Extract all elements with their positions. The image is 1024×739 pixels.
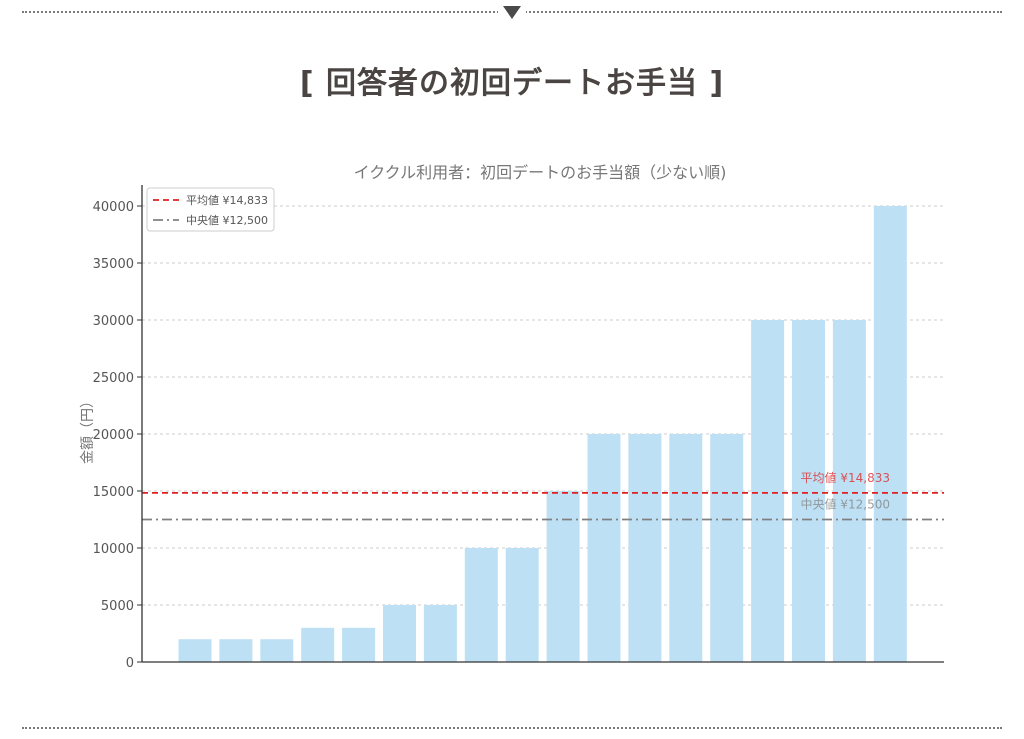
y-tick-label: 5000 [101,599,134,614]
median-annotation: 中央値 ¥12,500 [801,497,890,512]
bar [383,605,416,662]
legend: 平均値 ¥14,833 中央値 ¥12,500 [146,187,275,232]
section-heading: [ 回答者の初回デートお手当 ] [299,66,725,101]
bar [873,206,907,662]
bar [178,639,212,662]
triangle-down-icon [503,6,521,19]
bars [178,206,907,662]
reference-lines: 平均値 ¥14,833 中央値 ¥12,500 [142,470,944,521]
bar [669,434,703,662]
y-tick-label: 15000 [93,485,134,500]
y-tick-label: 40000 [93,200,134,215]
bar [546,491,580,662]
y-tick-label: 25000 [93,371,134,386]
bar [505,548,539,662]
axes: 0 5000 10000 15000 20000 25000 30000 35000 40000 [93,185,944,671]
bar [628,434,662,662]
bar [464,548,498,662]
bar [260,639,294,662]
bar-chart: イククル利用者：初回デートのお手当額（少ない順) 平均値 ¥14,833 中央値 … [80,163,944,671]
bottom-divider [22,727,1002,729]
bar [832,320,866,662]
y-axis-label: 金額（円） [80,394,96,464]
bar [301,627,335,662]
bar [219,639,253,662]
bar [587,434,621,662]
y-tick-label: 10000 [93,542,134,557]
legend-label: 平均値 ¥14,833 [186,194,268,207]
mean-annotation: 平均値 ¥14,833 [801,470,890,485]
y-tick-label: 20000 [93,428,134,443]
bar [423,605,457,662]
y-tick-label: 0 [126,656,134,671]
y-tick-label: 35000 [93,257,134,272]
chart-title: イククル利用者：初回デートのお手当額（少ない順) [354,163,727,182]
bar [710,434,744,662]
y-tick-label: 30000 [93,314,134,329]
bar [792,320,825,662]
bar [342,627,376,662]
bar [751,320,785,662]
legend-label: 中央値 ¥12,500 [186,214,268,227]
